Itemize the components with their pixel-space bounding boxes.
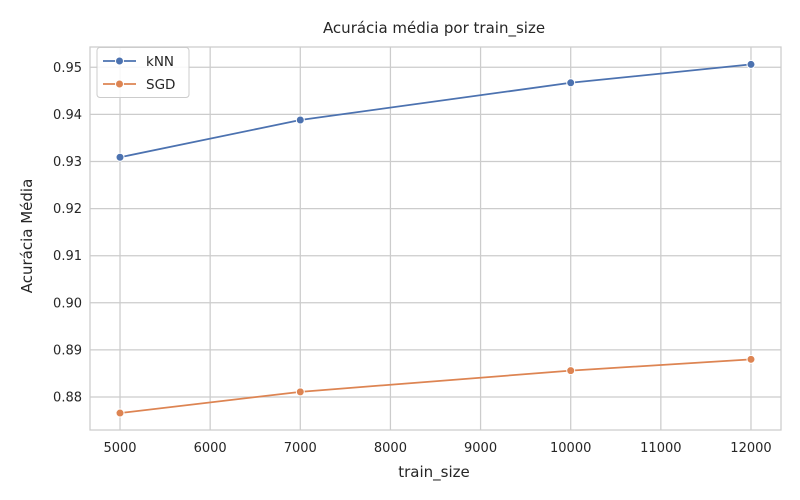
- y-tick-label: 0.95: [53, 61, 82, 76]
- data-point-knn: [566, 78, 576, 88]
- x-tick-label: 9000: [464, 441, 497, 456]
- x-tick-label: 6000: [194, 441, 227, 456]
- legend-item-knn: kNN: [103, 54, 174, 70]
- x-axis-label: train_size: [398, 463, 470, 482]
- y-tick-label: 0.93: [53, 155, 82, 170]
- y-tick-label: 0.90: [53, 296, 82, 311]
- grid-lines: [90, 47, 781, 430]
- data-point-sgd: [295, 387, 305, 397]
- series-line-sgd: [119, 358, 752, 414]
- legend-marker: [115, 79, 124, 89]
- data-point-sgd: [566, 366, 576, 376]
- legend-item-sgd: SGD: [103, 77, 175, 93]
- data-point-sgd: [746, 354, 756, 364]
- x-tick-label: 10000: [550, 441, 591, 456]
- plot-area: [90, 47, 781, 430]
- y-axis-label: Acurácia Média: [18, 179, 36, 294]
- legend-label: SGD: [146, 77, 175, 93]
- x-tick-label: 7000: [284, 441, 317, 456]
- y-tick-label: 0.94: [53, 108, 82, 123]
- y-tick-label: 0.88: [53, 391, 82, 406]
- series-layer: [115, 59, 756, 418]
- x-tick-labels: 5000 6000 7000 8000 9000 10000 11000 12000: [103, 441, 771, 456]
- y-tick-labels: 0.88 0.89 0.90 0.91 0.92 0.93 0.94 0.95: [53, 61, 82, 406]
- x-tick-label: 8000: [374, 441, 407, 456]
- y-tick-label: 0.92: [53, 202, 82, 217]
- y-tick-label: 0.91: [53, 249, 82, 264]
- series-sgd: [115, 354, 756, 418]
- x-tick-label: 5000: [103, 441, 136, 456]
- data-point-knn: [746, 59, 756, 69]
- data-point-knn: [115, 152, 125, 162]
- legend: kNN SGD: [96, 47, 190, 98]
- data-point-sgd: [115, 408, 125, 418]
- plot-frame: [89, 46, 782, 431]
- x-tick-label: 11000: [640, 441, 681, 456]
- legend-marker: [115, 56, 124, 66]
- series-knn: [115, 59, 756, 162]
- legend-label: kNN: [146, 54, 174, 70]
- chart-title: Acurácia média por train_size: [323, 19, 545, 38]
- y-tick-label: 0.89: [53, 343, 82, 358]
- series-line-knn: [119, 63, 752, 159]
- data-point-knn: [295, 115, 305, 125]
- x-tick-label: 12000: [730, 441, 771, 456]
